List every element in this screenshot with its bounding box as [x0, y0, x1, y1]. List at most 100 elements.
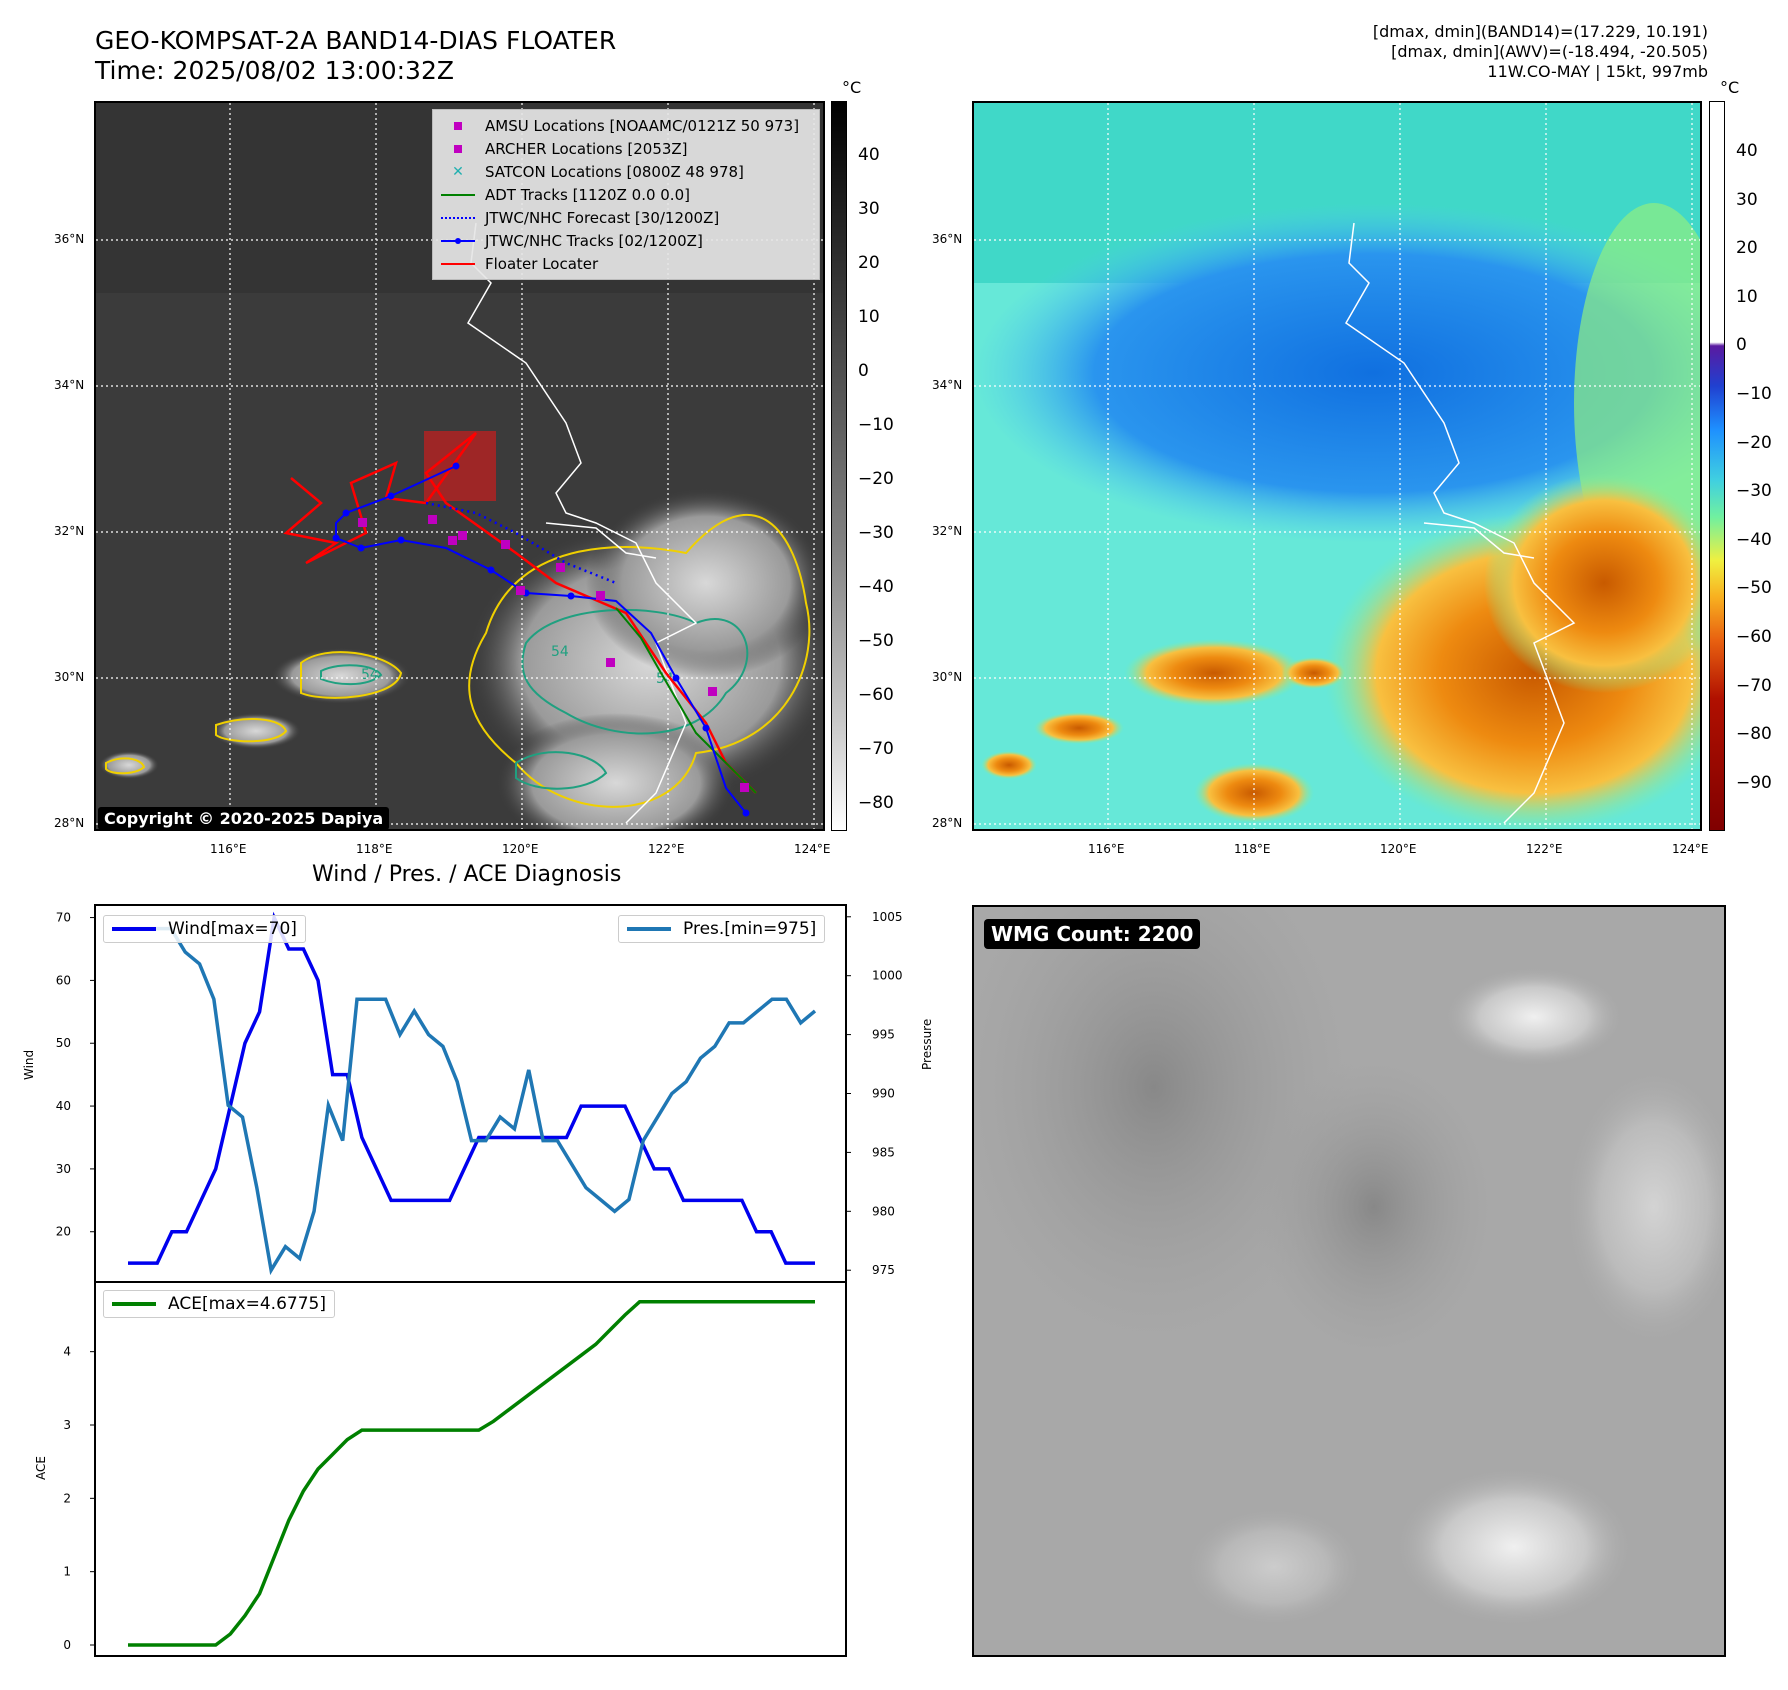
wind-series-line — [128, 911, 815, 1265]
lat-label: 34°N — [54, 378, 85, 392]
colorbar-gray-tick: 30 — [858, 199, 880, 219]
pressure-tick-label: 985 — [872, 1145, 895, 1159]
ace-plot: 4 3 2 1 0 — [63, 1281, 847, 1657]
legend-item-tracks: JTWC/NHC Tracks [02/1200Z] — [441, 229, 811, 252]
legend-item-forecast: JTWC/NHC Forecast [30/1200Z] — [441, 206, 811, 229]
pressure-legend: Pres.[min=975] — [618, 915, 826, 943]
colorbar-color — [1709, 101, 1725, 831]
colorbar-color-tick: 40 — [1736, 141, 1758, 161]
colorbar-color-tick: −10 — [1736, 384, 1772, 404]
lon-label: 116°E — [1088, 842, 1125, 856]
legend-item-archer: ARCHER Locations [2053Z] — [441, 137, 811, 160]
lat-label: 28°N — [932, 816, 963, 830]
colorbar-gray-tick: −60 — [858, 685, 894, 705]
wind-tick-label: 20 — [56, 1225, 71, 1239]
colorbar-gray-tick: −80 — [858, 793, 894, 813]
ace-legend: ACE[max=4.6775] — [103, 1290, 335, 1318]
pressure-tick-label: 1000 — [872, 969, 903, 983]
wind-pressure-plot: 70 60 50 40 30 20 1005 1000 995 990 985 980 975 — [56, 904, 903, 1283]
lat-label: 32°N — [932, 524, 963, 538]
ace-ylabel: ACE — [34, 1456, 48, 1480]
lon-label: 118°E — [1234, 842, 1271, 856]
colorbar-gray-tick: −30 — [858, 523, 894, 543]
colorbar-color-tick: 10 — [1736, 286, 1758, 307]
ace-legend-swatch — [112, 1302, 156, 1306]
wind-legend: Wind[max=70] — [103, 915, 306, 943]
ace-tick-label: 0 — [63, 1638, 71, 1652]
lat-label: 36°N — [932, 232, 963, 246]
colorbar-color-tick: −70 — [1736, 675, 1772, 696]
colorbar-gray-tick: −50 — [858, 631, 894, 651]
pressure-series-line — [128, 926, 817, 1276]
graticule — [974, 103, 1700, 829]
lon-label: 122°E — [648, 842, 685, 856]
colorbar-gray-tick: 10 — [858, 307, 880, 327]
lat-label: 30°N — [932, 670, 963, 684]
lon-label: 120°E — [1380, 842, 1417, 856]
diagnosis-title: Wind / Pres. / ACE Diagnosis — [312, 862, 622, 887]
lat-label: 36°N — [54, 232, 85, 246]
lon-label: 124°E — [1672, 842, 1709, 856]
svg-text:54: 54 — [551, 644, 569, 660]
info-line-2: [dmax, dmin](AWV)=(-18.494, -20.505) — [1391, 42, 1708, 61]
colorbar-color-tick: 0 — [1736, 335, 1747, 356]
lon-label: 116°E — [210, 842, 247, 856]
wmg-panel: WMG Count: 2200 — [972, 905, 1726, 1657]
dry-air-region — [974, 203, 1700, 543]
awv-map — [974, 103, 1700, 829]
ace-tick-label: 1 — [63, 1565, 71, 1579]
colorbar-gray-tick: −10 — [858, 415, 894, 435]
wind-legend-swatch — [112, 927, 156, 931]
colorbar-color-unit: °C — [1720, 78, 1740, 97]
title-line-1: GEO-KOMPSAT-2A BAND14-DIAS FLOATER — [95, 26, 617, 55]
lat-label: 34°N — [932, 378, 963, 392]
contour-label: 54 — [361, 667, 379, 683]
pressure-tick-label: 1005 — [872, 910, 903, 924]
title-line-2: Time: 2025/08/02 13:00:32Z — [95, 56, 454, 85]
wind-tick-label: 50 — [56, 1036, 71, 1050]
lat-label: 32°N — [54, 524, 85, 538]
ace-series-line — [128, 1300, 815, 1647]
ace-plot-frame — [94, 1281, 847, 1657]
pressure-tick-label: 995 — [872, 1028, 895, 1042]
awv-map-panel — [972, 101, 1702, 831]
colorbar-gray-tick: 20 — [858, 253, 880, 273]
ace-tick-label: 4 — [63, 1345, 71, 1359]
colorbar-gray-tick: −70 — [858, 739, 894, 759]
wmg-count-badge: WMG Count: 2200 — [984, 919, 1201, 949]
lon-label: 124°E — [794, 842, 831, 856]
ace-tick-label: 2 — [63, 1491, 71, 1505]
pressure-legend-swatch — [627, 927, 671, 931]
pressure-tick-label: 990 — [872, 1087, 895, 1101]
coastline — [467, 222, 698, 824]
colorbar-gray-tick: −20 — [858, 469, 894, 489]
info-block: [dmax, dmin](BAND14)=(17.229, 10.191) [d… — [1373, 22, 1708, 82]
amsu-archer-markers — [358, 515, 749, 792]
ace-tick-label: 3 — [63, 1418, 71, 1432]
wmg-image — [974, 907, 1724, 1627]
colorbar-color-tick: 20 — [1736, 238, 1758, 259]
colorbar-color-tick: −60 — [1736, 627, 1772, 647]
colorbar-gray-unit: °C — [842, 78, 862, 97]
coastline — [1345, 222, 1576, 824]
lon-label: 120°E — [502, 842, 539, 856]
lat-label: 30°N — [54, 670, 85, 684]
pressure-tick-label: 975 — [872, 1263, 895, 1277]
bright-region — [1444, 967, 1624, 1067]
figure-title: GEO-KOMPSAT-2A BAND14-DIAS FLOATER Time:… — [95, 26, 616, 86]
ir-map-panel: 54 54 54 — [94, 101, 825, 831]
colorbar-gray — [831, 101, 847, 831]
colorbar-gray-tick: 0 — [858, 361, 869, 381]
colorbar-color-tick: −50 — [1736, 578, 1772, 599]
colorbar-color-tick: −30 — [1736, 481, 1772, 502]
lat-label: 28°N — [54, 816, 85, 830]
info-line-3: 11W.CO-MAY | 15kt, 997mb — [1487, 62, 1708, 81]
colorbar-color-tick: −20 — [1736, 432, 1772, 453]
legend-item-satcon: ✕ SATCON Locations [0800Z 48 978] — [452, 162, 744, 181]
diagnosis-charts: 70 60 50 40 30 20 1005 1000 995 990 985 980 975 4 3 2 1… — [56, 904, 903, 1657]
wind-plot-frame — [94, 904, 847, 1283]
legend-item-adt: ADT Tracks [1120Z 0.0 0.0] — [441, 183, 811, 206]
lon-label: 122°E — [1526, 842, 1563, 856]
wind-tick-label: 40 — [56, 1099, 71, 1113]
wind-tick-label: 30 — [56, 1162, 71, 1176]
